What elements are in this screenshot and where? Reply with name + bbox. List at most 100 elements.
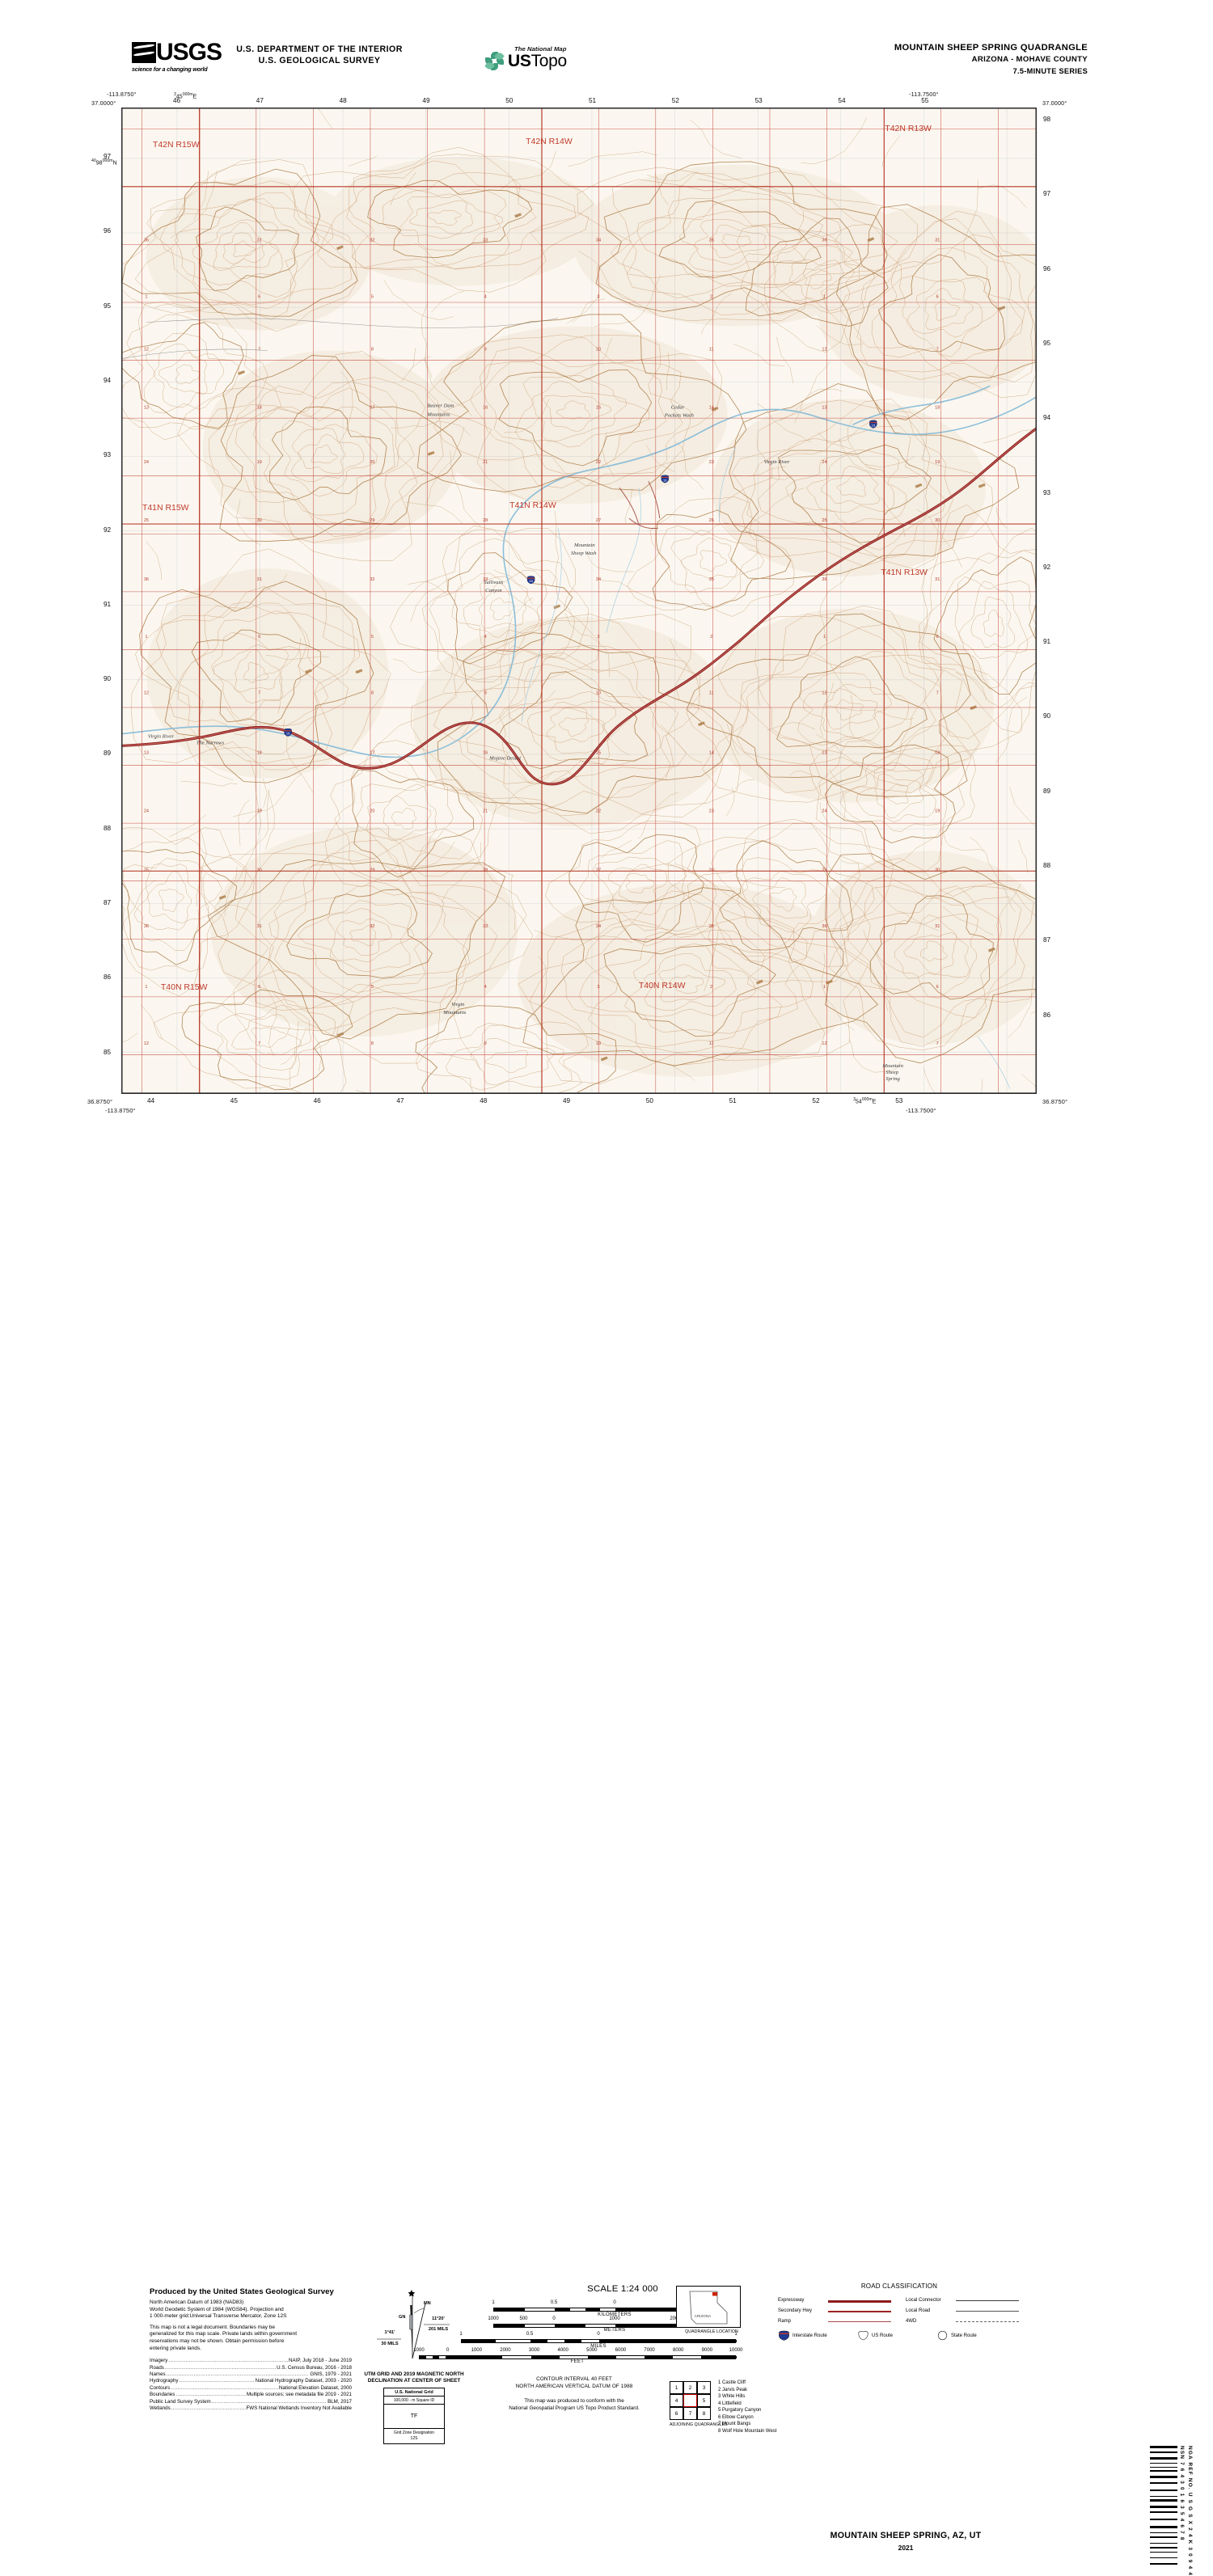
data-sources-list: Imagery.................................…	[150, 2358, 352, 2412]
svg-text:4: 4	[484, 295, 487, 300]
svg-text:7: 7	[936, 691, 939, 696]
svg-text:18: 18	[257, 405, 262, 410]
svg-text:31: 31	[935, 924, 940, 929]
svg-text:33: 33	[483, 577, 488, 582]
svg-text:7: 7	[936, 347, 939, 352]
source-value: BLM, 2017	[328, 2398, 352, 2405]
svg-text:31: 31	[257, 239, 262, 243]
grid-tick-bottom: 44	[147, 1097, 155, 1104]
topographic-map[interactable]: 3200 2200 3200 3200 2200 3200 3200 3200 2200 3200…	[121, 108, 1037, 1094]
svg-text:3: 3	[597, 295, 599, 300]
adjoining-cell-3[interactable]: 3	[696, 2380, 712, 2395]
road-legend-symbol	[956, 2319, 1019, 2324]
map-canvas[interactable]: 3200 2200 3200 3200 2200 3200 3200 3200 2200 3200…	[122, 108, 1036, 1093]
pinwheel-icon	[484, 51, 505, 71]
svg-text:1: 1	[823, 985, 826, 990]
scale-tick-label: 8000	[673, 2347, 684, 2353]
svg-text:33: 33	[483, 924, 488, 929]
us-topo-logo: The National Map USTopo	[484, 45, 631, 71]
svg-text:6: 6	[936, 985, 939, 990]
svg-text:29: 29	[370, 518, 374, 523]
adjoining-cell-2[interactable]: 2	[683, 2380, 698, 2395]
svg-text:14: 14	[709, 751, 714, 756]
road-legend-row: Local Road	[906, 2305, 1019, 2316]
svg-text:12: 12	[822, 1041, 826, 1046]
usng-gzd-value: 12S	[410, 2436, 418, 2441]
state-outline-box: ARIZONA	[676, 2286, 741, 2328]
scalebar-feet: 1000 0 1000 2000 3000 4000 5000 6000 7000 8000 900…	[404, 2348, 744, 2365]
interstate-shield-icon	[779, 2330, 789, 2341]
svg-text:13: 13	[144, 751, 149, 756]
grid-tick-bottom: 53	[895, 1097, 903, 1104]
conformance-line-2: National Geospatial Program US Topo Prod…	[509, 2405, 640, 2411]
adjoining-cell-4[interactable]: 4	[669, 2393, 684, 2408]
datum-line-1: World Geodetic System of 1984 (WGS84). P…	[150, 2306, 284, 2312]
place-label: Virgin River	[148, 734, 174, 740]
nga-ref-text: NGA REF NO. U S G S X 2 4 K 3 0 9 4 4	[1187, 2446, 1193, 2576]
corner-sw-lat: 36.8750°	[87, 1098, 113, 1105]
datum-line-2: 1 000-meter grid:Universal Transverse Me…	[150, 2313, 287, 2320]
source-value: Multiple sources; see metadata file 2019…	[246, 2392, 352, 2398]
usgs-wordmark: USGS	[156, 39, 222, 65]
adjoining-quad-name: 7 Mount Bangs	[718, 2422, 751, 2426]
svg-text:19: 19	[935, 809, 940, 813]
scale-tick-label: 0	[613, 2300, 616, 2305]
place-label: Virgin River	[764, 459, 790, 465]
svg-text:6: 6	[258, 295, 260, 300]
grid-tick-right: 95	[1043, 339, 1051, 347]
source-key: Hydrography	[150, 2378, 179, 2384]
adjoining-cell-5[interactable]: 5	[696, 2393, 712, 2408]
svg-text:12: 12	[144, 347, 149, 352]
corner-ne-lon: -113.7500°	[909, 91, 939, 98]
svg-text:13: 13	[822, 751, 826, 756]
svg-text:2200: 2200	[756, 980, 763, 985]
grid-tick-left: 95	[104, 302, 112, 310]
svg-text:6: 6	[258, 985, 260, 990]
adjoining-cell-current[interactable]	[683, 2393, 698, 2408]
township-label: T41N R15W	[142, 504, 189, 513]
grid-tick-bottom: 49	[563, 1097, 571, 1104]
svg-text:23: 23	[709, 809, 714, 813]
svg-text:3: 3	[597, 985, 599, 990]
scale-tick-label: 6000	[615, 2347, 627, 2353]
svg-text:25: 25	[144, 518, 149, 523]
adjoining-cell-6[interactable]: 6	[669, 2406, 684, 2421]
source-row: Names...................................…	[150, 2371, 352, 2378]
township-label: T41N R13W	[881, 568, 928, 577]
svg-text:32: 32	[370, 577, 374, 582]
svg-text:25: 25	[144, 868, 149, 872]
adjoining-cell-7[interactable]: 7	[683, 2406, 698, 2421]
adjoining-cell-8[interactable]: 8	[696, 2406, 712, 2421]
source-key: Roads	[150, 2364, 164, 2371]
state-county: ARIZONA - MOHAVE COUNTY	[971, 55, 1088, 64]
grid-tick-left: 91	[104, 600, 112, 608]
svg-text:16: 16	[483, 751, 488, 756]
road-legend-right-column: Local Connector Local Road 4WD	[906, 2295, 1019, 2326]
scale-tick-label: 3000	[528, 2347, 540, 2353]
barcode-block: NSN 7 6 4 3 0 1 6 3 5 4 6 7 8 NGA REF NO…	[1150, 2446, 1198, 2576]
svg-text:1: 1	[145, 985, 147, 990]
svg-text:9: 9	[484, 1041, 487, 1046]
adjoining-cell-1[interactable]: 1	[669, 2380, 684, 2395]
grid-tick-right: 93	[1043, 488, 1051, 496]
svg-text:7: 7	[258, 691, 260, 696]
adjoining-quad-name: 6 Elbow Canyon	[718, 2414, 754, 2420]
vertical-datum: NORTH AMERICAN VERTICAL DATUM OF 1988	[515, 2384, 633, 2389]
svg-text:3200: 3200	[826, 980, 833, 985]
scale-tick-label: 0	[597, 2332, 600, 2337]
scale-tick-label: 9000	[701, 2347, 713, 2353]
road-legend-label: Local Road	[906, 2308, 931, 2313]
svg-text:25: 25	[822, 518, 826, 523]
corner-se-lon: -113.7500°	[906, 1107, 936, 1114]
road-legend-symbol	[828, 2298, 891, 2303]
usng-gzd-label: Grid Zone Designation	[393, 2430, 435, 2435]
scale-tick-label: 0.5	[526, 2332, 534, 2337]
grid-tick-top: 46	[173, 97, 181, 104]
svg-text:34: 34	[596, 577, 601, 582]
source-value: NAIP, July 2018 - June 2019	[289, 2358, 352, 2364]
svg-text:2: 2	[710, 295, 712, 300]
svg-text:13: 13	[144, 405, 149, 410]
disclaimer-line-1: generalized for this map scale. Private …	[150, 2331, 298, 2337]
adjoining-names-list: 1 Castle Cliff 2 Jarvis Peak 3 White Hills…	[718, 2380, 839, 2435]
svg-text:10: 10	[596, 1041, 601, 1046]
